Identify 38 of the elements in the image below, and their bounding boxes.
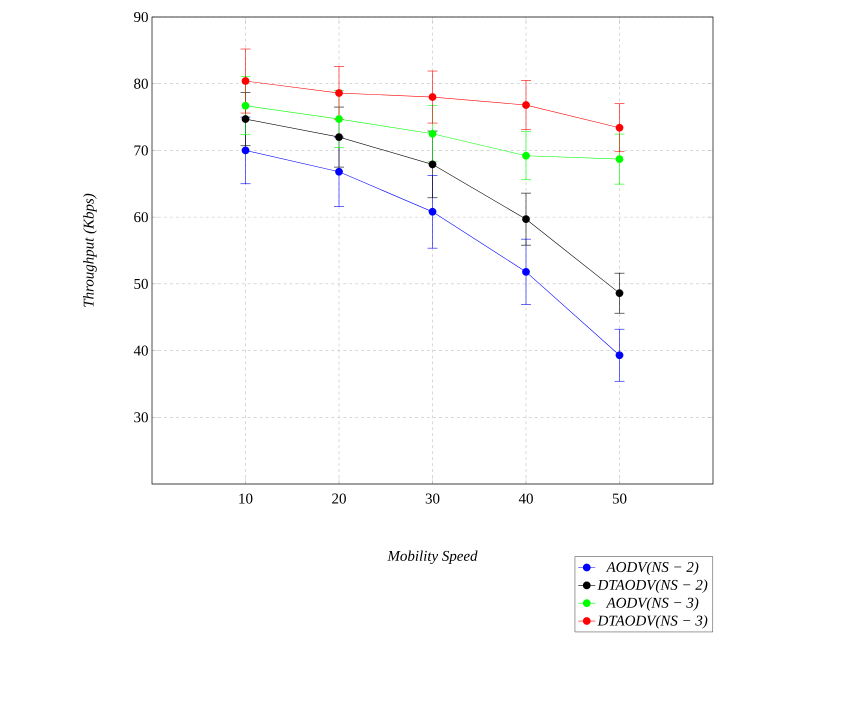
y-tick-label: 40 [134,346,148,356]
point [616,289,624,298]
point [428,93,436,101]
y-tick-label: 70 [134,145,148,156]
y-tick-label: 90 [134,12,148,22]
y-axis-title: Throughput (Kbps) [83,194,97,307]
point [616,351,624,360]
x-axis-title: Mobility Speed [387,550,478,564]
point [428,130,436,138]
point [335,133,343,141]
legend-label: DTAODV(NS − 2) [597,579,708,593]
point [522,215,530,224]
point [522,268,530,276]
point [335,168,343,176]
x-tick-label: 50 [612,494,626,504]
legend-label: DTAODV(NS − 3) [597,615,708,629]
point [522,152,530,160]
point [616,155,624,163]
point [522,101,530,109]
point [428,208,436,216]
legend-label: AODV(NS − 2) [606,562,698,576]
x-tick-label: 30 [426,494,440,504]
point [242,102,250,110]
point [242,77,250,85]
point [428,160,436,168]
point [616,124,624,132]
y-tick-label: 30 [134,412,148,422]
legend-label: AODV(NS − 3) [606,597,698,611]
y-tick-label: 50 [134,278,148,289]
y-tick-label: 60 [134,212,148,222]
point [242,115,250,123]
point [335,115,343,123]
x-tick-label: 40 [518,494,533,504]
point [242,146,250,154]
x-tick-label: 20 [332,494,346,504]
x-tick-label: 10 [239,494,252,504]
y-tick-label: 80 [134,78,148,89]
point [335,89,343,97]
